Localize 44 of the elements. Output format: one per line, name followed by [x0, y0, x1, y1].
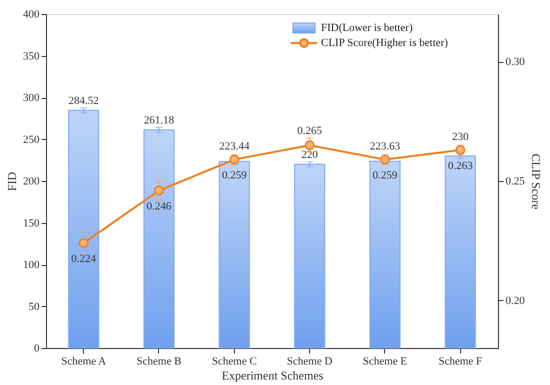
data-label: 261.18: [144, 114, 175, 126]
y2-axis-title: CLIP Score: [528, 154, 543, 210]
legend-label: FID(Lower is better): [321, 22, 413, 34]
data-label: 0.259: [222, 170, 248, 182]
x-tick-label: Scheme C: [212, 356, 257, 368]
y2-tick-label: 0.20: [506, 294, 526, 307]
y-tick-label: 0: [34, 342, 40, 354]
y-tick-label: 400: [23, 8, 40, 20]
x-tick-label: Scheme F: [438, 356, 482, 368]
data-label: 0.259: [372, 170, 398, 182]
y2-tick-label: 0.30: [506, 56, 526, 68]
y-axis-title: FID: [5, 172, 19, 192]
data-label: 223.44: [219, 140, 250, 153]
y-tick-label: 350: [23, 50, 40, 62]
y-tick-label: 100: [23, 259, 40, 271]
point: [304, 140, 315, 150]
x-tick-label: Scheme D: [286, 356, 332, 368]
bar: [68, 110, 100, 348]
bar: [218, 160, 250, 348]
bar: [444, 155, 476, 348]
data-label: 284.52: [68, 94, 99, 107]
y-tick-label: 300: [23, 92, 40, 104]
data-label: 0.246: [146, 200, 172, 213]
point: [154, 186, 164, 196]
data-label: 0.263: [448, 160, 474, 172]
x-tick-label: Scheme E: [362, 356, 408, 368]
data-label: 230: [452, 130, 470, 143]
y-tick-label: 150: [23, 217, 40, 230]
data-label: 223.63: [370, 140, 401, 153]
data-label: 220: [301, 148, 318, 161]
bar: [369, 160, 401, 348]
y-tick-label: 250: [23, 134, 40, 146]
point: [78, 238, 89, 248]
bar: [294, 164, 326, 348]
legend-label: CLIP Score(Higher is better): [321, 37, 448, 49]
y-tick-label: 200: [23, 176, 40, 188]
bar: [143, 129, 175, 348]
data-label: 0.265: [297, 125, 323, 138]
data-label: 0.224: [71, 253, 97, 266]
x-tick-label: Scheme B: [136, 356, 182, 368]
x-tick-label: Scheme A: [61, 356, 106, 368]
x-axis-title: Experiment Schemes: [222, 368, 324, 382]
y2-tick-label: 0.25: [506, 176, 526, 188]
y-tick-label: 50: [28, 300, 40, 313]
